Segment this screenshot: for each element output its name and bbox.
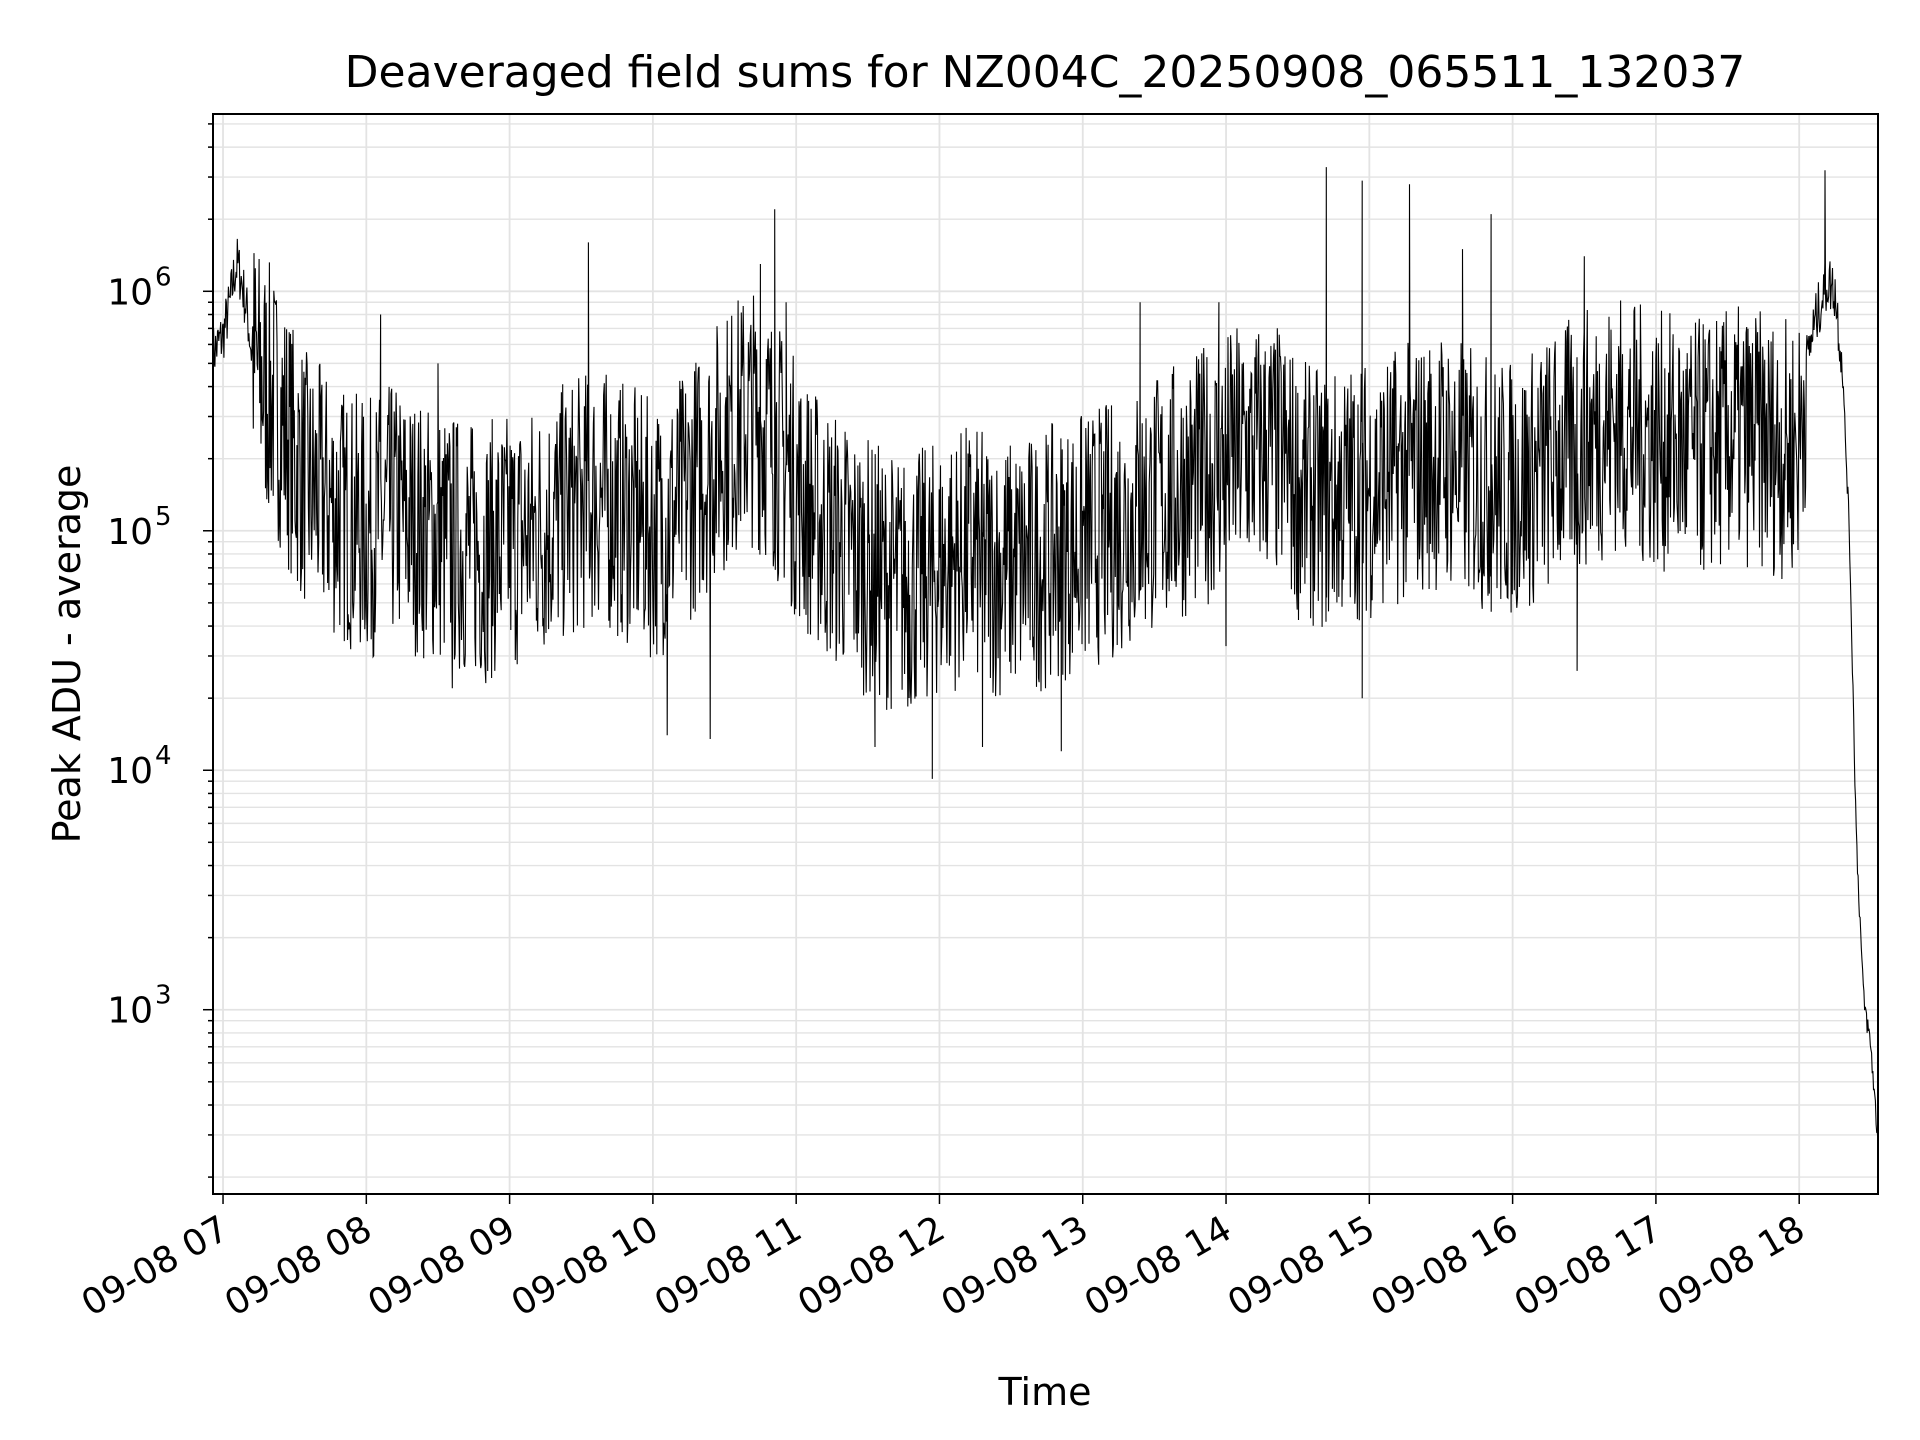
plot-area: [212, 167, 1879, 1143]
y-tick-label: 10: [107, 272, 153, 313]
y-axis-label: Peak ADU - average: [45, 465, 89, 844]
chart-title: Deaveraged field sums for NZ004C_2025090…: [345, 47, 1746, 98]
y-tick-exponent: 3: [155, 981, 172, 1011]
y-tick-label: 10: [107, 751, 153, 792]
y-tick-exponent: 4: [155, 741, 172, 771]
x-axis-label: Time: [998, 1370, 1092, 1414]
y-tick-label: 10: [107, 991, 153, 1032]
y-tick-exponent: 6: [155, 262, 172, 292]
plot-frame: [212, 113, 1879, 1195]
y-tick-label: 10: [107, 512, 153, 553]
series-line: [212, 167, 1879, 1143]
y-tick-exponent: 5: [155, 502, 172, 532]
